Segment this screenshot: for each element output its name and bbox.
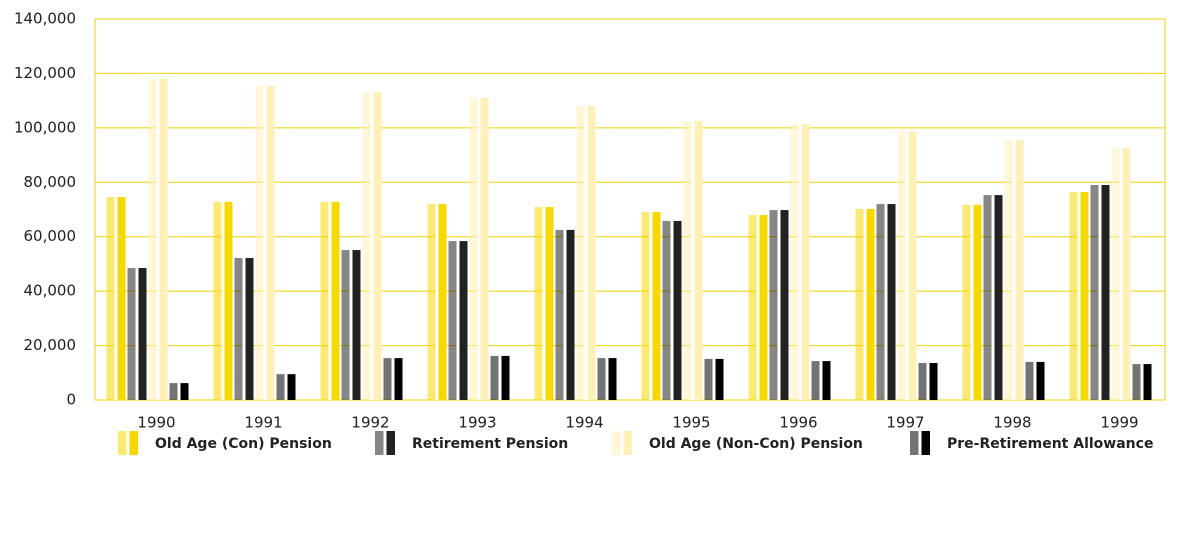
- bar: [962, 204, 982, 400]
- legend-label: Pre-Retirement Allowance: [947, 436, 1153, 452]
- bar: [790, 124, 810, 400]
- bar: [597, 358, 617, 400]
- bar: [641, 211, 661, 400]
- bar: [469, 97, 489, 401]
- bar: [555, 229, 575, 400]
- x-tick-label: 1997: [886, 414, 924, 432]
- bar: [855, 208, 875, 400]
- bar: [897, 131, 917, 401]
- bar: [169, 383, 189, 400]
- bar: [534, 207, 554, 400]
- bar: [234, 257, 254, 400]
- bar: [106, 196, 126, 400]
- y-tick-label: 40,000: [24, 282, 77, 300]
- bar: [320, 201, 340, 400]
- bar: [983, 195, 1003, 400]
- bar: [1090, 185, 1110, 400]
- bar: [662, 220, 682, 400]
- bar: [748, 214, 768, 400]
- bar: [362, 91, 382, 400]
- bar: [490, 355, 510, 400]
- y-tick-label: 20,000: [24, 336, 77, 354]
- y-tick-label: 140,000: [14, 10, 76, 28]
- x-tick-label: 1999: [1100, 414, 1138, 432]
- bar: [448, 241, 468, 400]
- bar: [427, 204, 447, 400]
- bar: [383, 358, 403, 400]
- legend-swatch: [910, 431, 930, 455]
- bar: [255, 85, 275, 400]
- x-tick-label: 1990: [137, 414, 175, 432]
- plot-border: [94, 18, 1166, 401]
- bar: [683, 121, 703, 400]
- x-tick-label: 1996: [779, 414, 817, 432]
- y-tick-label: 0: [66, 391, 76, 409]
- bar: [876, 204, 896, 400]
- y-tick-label: 120,000: [14, 64, 76, 82]
- legend-label: Old Age (Non-Con) Pension: [649, 436, 863, 452]
- y-tick-label: 100,000: [14, 118, 76, 136]
- bar: [1004, 140, 1024, 400]
- x-tick-label: 1998: [993, 414, 1031, 432]
- bar: [811, 361, 831, 400]
- bar: [213, 201, 233, 400]
- bar: [576, 106, 596, 400]
- bar: [1069, 192, 1089, 400]
- legend-swatch: [118, 431, 138, 455]
- x-tick-label: 1991: [244, 414, 282, 432]
- bar: [918, 362, 938, 400]
- y-tick-label: 60,000: [24, 227, 77, 245]
- legend-swatch: [612, 431, 632, 455]
- bar: [1132, 364, 1152, 400]
- x-tick-label: 1993: [458, 414, 496, 432]
- bar: [704, 358, 724, 400]
- x-tick-label: 1995: [672, 414, 710, 432]
- x-tick-label: 1992: [351, 414, 389, 432]
- bar: [148, 78, 168, 400]
- bar: [1111, 147, 1131, 400]
- bar: [341, 250, 361, 400]
- legend-swatch: [375, 431, 395, 455]
- legend-label: Old Age (Con) Pension: [155, 436, 332, 452]
- bar: [127, 268, 147, 400]
- bar: [1025, 361, 1045, 400]
- x-tick-label: 1994: [565, 414, 603, 432]
- bar: [276, 374, 296, 400]
- legend-label: Retirement Pension: [412, 436, 568, 452]
- y-tick-label: 80,000: [24, 173, 77, 191]
- bar: [769, 210, 789, 400]
